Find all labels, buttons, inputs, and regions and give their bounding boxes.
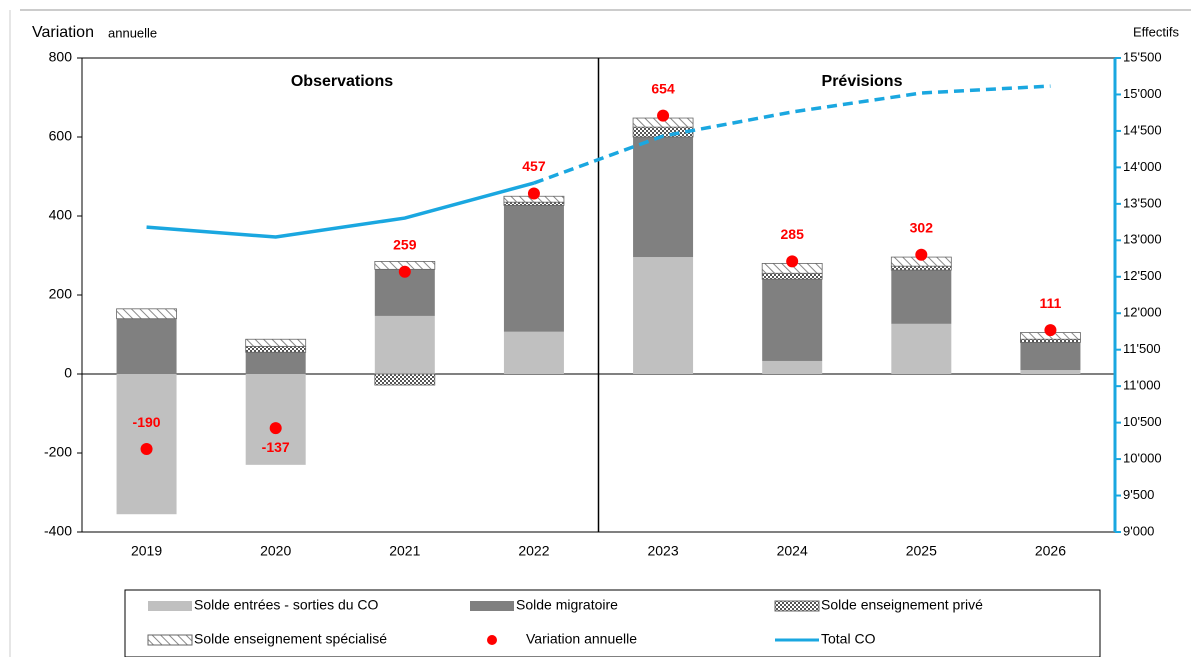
bar-segment	[891, 270, 952, 324]
bar-segment	[503, 205, 564, 332]
legend-label: Solde enseignement spécialisé	[194, 631, 387, 647]
bar-segment	[503, 201, 565, 206]
y2-tick-label: 13'000	[1123, 232, 1162, 247]
data-label: -137	[262, 439, 290, 455]
bar-segment	[1020, 338, 1081, 343]
x-tick-label: 2021	[389, 543, 420, 559]
bar-segment	[245, 338, 307, 347]
y2-tick-label: 14'000	[1123, 159, 1162, 174]
legend-swatch	[774, 600, 820, 612]
y-tick-label: 400	[49, 207, 73, 223]
x-tick-label: 2022	[518, 543, 549, 559]
y2-tick-label: 11'000	[1123, 378, 1161, 393]
y-axis-title-sub: annuelle	[108, 25, 157, 40]
x-tick-label: 2026	[1035, 543, 1066, 559]
data-label: 457	[522, 158, 546, 174]
data-point	[269, 422, 282, 435]
annotation: Observations	[291, 73, 393, 90]
y2-tick-label: 14'500	[1123, 122, 1162, 137]
data-point	[786, 255, 799, 268]
bar-segment	[245, 352, 306, 374]
legend-label: Solde entrées - sorties du CO	[194, 597, 379, 613]
line-solid	[146, 181, 535, 239]
bar-segment	[374, 315, 435, 374]
y-tick-label: 600	[49, 128, 73, 144]
bar-segment	[761, 272, 823, 280]
x-tick-label: 2025	[906, 543, 937, 559]
annotation: Prévisions	[822, 73, 903, 90]
bar-segment	[374, 373, 436, 386]
legend-box	[124, 589, 1101, 657]
legend-label: Total CO	[821, 631, 876, 647]
legend-label: Solde migratoire	[516, 597, 618, 613]
y2-tick-label: 11'500	[1123, 341, 1161, 356]
bar-segment	[762, 360, 823, 374]
legend-label: Solde enseignement privé	[821, 597, 983, 613]
y2-tick-label: 13'500	[1123, 195, 1162, 210]
bar-segment	[633, 137, 694, 258]
y2-axis-title: Effectifs	[1133, 24, 1180, 39]
y-tick-label: 800	[49, 49, 73, 65]
y2-tick-label: 9'500	[1123, 487, 1154, 502]
y-tick-label: 0	[64, 365, 72, 381]
legend-swatch	[470, 601, 514, 611]
y-axis-title: Variation	[32, 24, 94, 41]
legend-swatch	[487, 635, 497, 645]
data-point	[915, 248, 928, 261]
data-label: 654	[651, 80, 675, 96]
legend-swatch	[147, 634, 193, 646]
bar-segment	[890, 265, 952, 271]
y2-tick-label: 10'000	[1123, 451, 1162, 466]
bar-segment	[503, 331, 564, 374]
data-point	[657, 109, 670, 122]
x-tick-label: 2020	[260, 543, 291, 559]
data-label: 285	[781, 226, 805, 242]
bar-segment	[245, 345, 307, 353]
data-point	[140, 443, 153, 456]
data-point	[398, 265, 411, 278]
y2-tick-label: 12'500	[1123, 268, 1162, 283]
x-tick-label: 2024	[777, 543, 808, 559]
x-tick-label: 2019	[131, 543, 162, 559]
bar-segment	[1020, 370, 1081, 374]
bar-segment	[633, 257, 694, 374]
bar-segment	[762, 279, 823, 361]
bar-segment	[245, 374, 306, 465]
y-tick-label: -400	[44, 523, 72, 539]
x-tick-label: 2023	[647, 543, 678, 559]
y2-tick-label: 15'000	[1123, 86, 1162, 101]
y-tick-label: 200	[49, 286, 73, 302]
data-point	[527, 187, 540, 200]
data-label: -190	[133, 414, 161, 430]
y2-tick-label: 10'500	[1123, 414, 1162, 429]
data-label: 259	[393, 236, 417, 252]
legend-swatch	[148, 601, 192, 611]
line-dashed	[533, 84, 1051, 185]
bar-segment	[116, 318, 177, 374]
y2-tick-label: 12'000	[1123, 305, 1162, 320]
data-point	[1044, 324, 1057, 337]
y-tick-label: -200	[44, 444, 72, 460]
legend-label: Variation annuelle	[526, 631, 637, 647]
data-label: 111	[1040, 295, 1062, 311]
bar-segment	[891, 323, 952, 374]
y2-tick-label: 15'500	[1123, 49, 1162, 64]
bar-segment	[1020, 342, 1081, 371]
data-label: 302	[910, 219, 934, 235]
bar-segment	[116, 308, 177, 320]
y2-tick-label: 9'000	[1123, 523, 1154, 538]
